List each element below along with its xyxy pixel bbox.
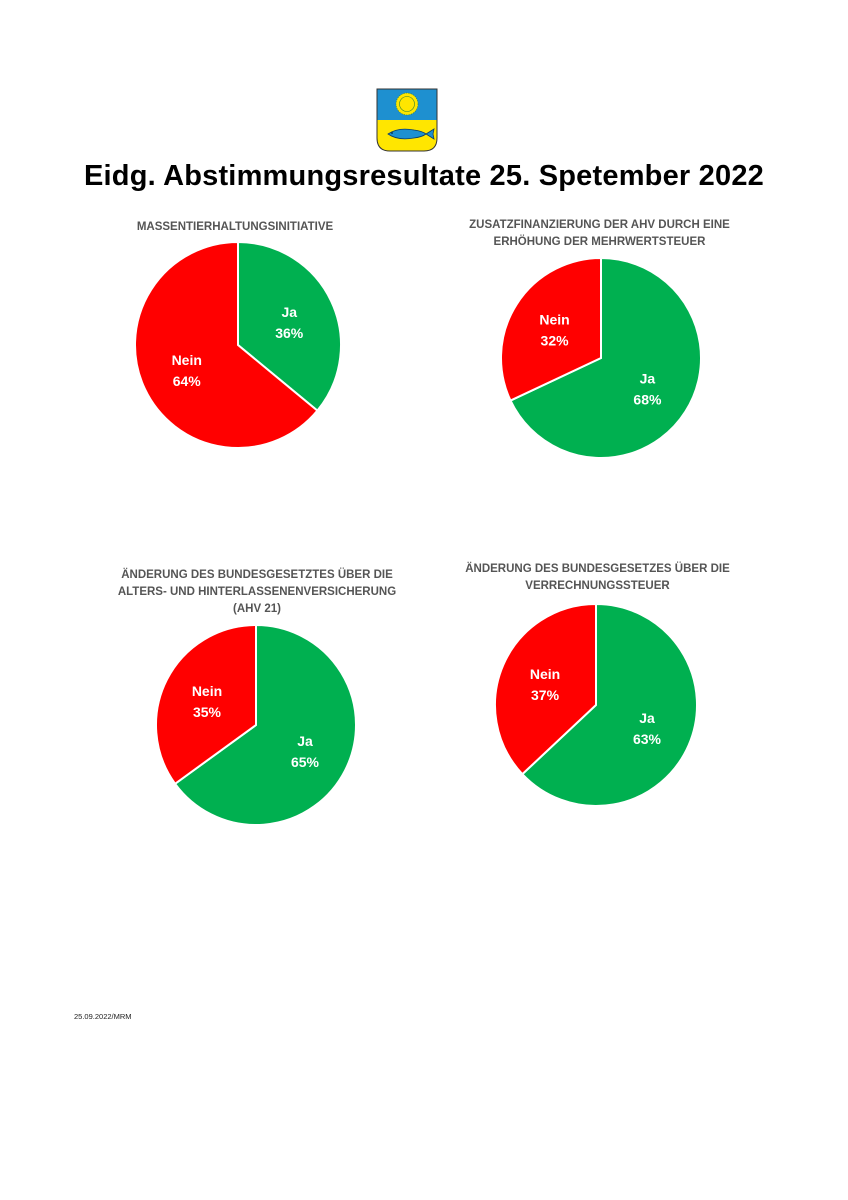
slice-value-ja: 65% — [291, 754, 320, 770]
slice-label-ja: Ja — [640, 370, 656, 386]
slice-value-ja: 36% — [275, 325, 304, 341]
pie-chart-ahv21: Ja 65% Nein 35% — [155, 623, 357, 826]
pie-chart-ahv-mehrwertsteuer: Ja 68% Nein 32% — [500, 256, 702, 459]
municipal-emblem — [376, 88, 438, 152]
page-title: Eidg. Abstimmungsresultate 25. Spetember… — [84, 160, 764, 192]
footer-date-code: 25.09.2022/MRM — [74, 1012, 132, 1021]
chart-title-verrechnungssteuer: ÄNDERUNG DES BUNDESGESETZES ÜBER DIE VER… — [465, 563, 730, 592]
pie-slice-nein — [134, 240, 319, 449]
pie-slice-nein — [494, 602, 597, 776]
slice-label-nein: Nein — [192, 683, 222, 699]
slice-value-nein: 32% — [541, 333, 570, 349]
slice-value-nein: 37% — [531, 687, 560, 703]
chart-title-ahv21: ÄNDERUNG DES BUNDESGESETZTES ÜBER DIE AL… — [117, 569, 397, 615]
slice-value-ja: 68% — [633, 391, 662, 407]
pie-slice-ja — [520, 602, 698, 807]
slice-value-ja: 63% — [633, 731, 662, 747]
pie-slice-ja — [237, 240, 342, 413]
chart-title-massentierhaltung: MASSENTIERHALTUNGSINITIATIVE — [136, 221, 334, 233]
chart-title-ahv-mehrwertsteuer: ZUSATZFINANZIERUNG DER AHV DURCH EINE ER… — [469, 219, 730, 248]
pie-slice-nein — [500, 256, 602, 402]
slice-value-nein: 35% — [193, 704, 222, 720]
pie-chart-verrechnungssteuer: Ja 63% Nein 37% — [494, 602, 698, 807]
pie-slice-ja — [509, 256, 702, 459]
slice-label-nein: Nein — [539, 312, 569, 328]
pie-slice-ja — [173, 623, 357, 826]
slice-label-ja: Ja — [297, 733, 313, 749]
slice-label-ja: Ja — [281, 304, 297, 320]
fish-icon — [387, 128, 435, 140]
slice-label-nein: Nein — [172, 352, 202, 368]
pie-slice-nein — [155, 623, 257, 786]
slice-value-nein: 64% — [173, 373, 202, 389]
slice-label-ja: Ja — [639, 710, 655, 726]
sun-icon — [395, 92, 419, 116]
pie-chart-massentierhaltung: Ja 36% Nein 64% — [134, 240, 342, 449]
slice-label-nein: Nein — [530, 666, 560, 682]
